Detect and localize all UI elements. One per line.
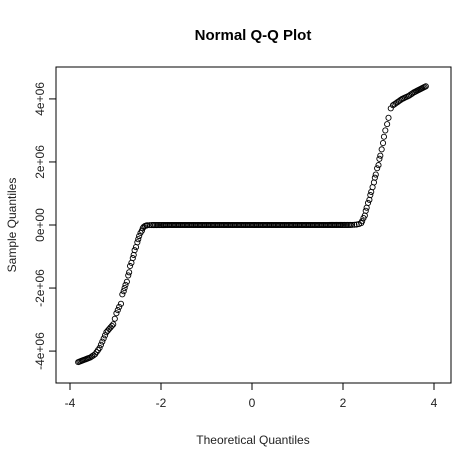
data-point bbox=[405, 92, 413, 99]
y-tick-label: 2e+06 bbox=[33, 145, 47, 179]
data-point bbox=[114, 307, 121, 314]
y-tick-label: 0e+00 bbox=[33, 208, 47, 242]
data-point bbox=[389, 102, 397, 109]
data-point bbox=[380, 133, 388, 140]
data-point bbox=[126, 269, 133, 276]
chart-title: Normal Q-Q Plot bbox=[195, 27, 312, 44]
data-point bbox=[362, 207, 369, 214]
data-point bbox=[127, 262, 134, 270]
data-point bbox=[391, 101, 398, 108]
data-point bbox=[136, 232, 143, 240]
y-tick-label: -2e+06 bbox=[33, 269, 47, 307]
data-point bbox=[407, 91, 414, 98]
data-point bbox=[379, 139, 387, 147]
data-point bbox=[116, 303, 123, 311]
data-point bbox=[111, 315, 118, 322]
data-point bbox=[364, 199, 372, 206]
data-point bbox=[367, 192, 374, 199]
data-point bbox=[119, 291, 126, 298]
data-point bbox=[144, 222, 151, 229]
data-point bbox=[422, 83, 429, 90]
data-point bbox=[96, 344, 103, 351]
data-point bbox=[382, 127, 389, 134]
data-point bbox=[385, 114, 392, 121]
data-point bbox=[123, 278, 130, 285]
data-point bbox=[113, 310, 120, 317]
data-point bbox=[371, 174, 378, 181]
data-point bbox=[393, 100, 400, 107]
data-point bbox=[97, 341, 104, 348]
data-point bbox=[349, 221, 356, 228]
y-tick-label: -4e+06 bbox=[33, 332, 47, 370]
data-point bbox=[121, 284, 128, 292]
data-point bbox=[374, 165, 381, 172]
x-tick-label: -2 bbox=[156, 396, 167, 410]
data-point bbox=[375, 162, 382, 169]
data-point bbox=[372, 171, 379, 178]
x-axis: -4 -2 0 2 4 bbox=[65, 382, 438, 410]
y-tick-label: 4e+06 bbox=[33, 82, 47, 116]
data-point bbox=[134, 239, 141, 246]
data-point bbox=[125, 272, 132, 279]
x-tick-label: -4 bbox=[65, 396, 76, 410]
data-point bbox=[101, 332, 109, 339]
y-axis: -4e+06 -2e+06 0e+00 2e+06 4e+06 bbox=[33, 82, 57, 370]
data-point bbox=[377, 152, 384, 159]
data-point bbox=[108, 322, 115, 329]
data-point bbox=[120, 288, 127, 295]
data-point bbox=[131, 247, 138, 254]
data-point bbox=[384, 121, 391, 128]
x-tick-label: 0 bbox=[249, 396, 256, 410]
data-point bbox=[110, 321, 117, 328]
data-point bbox=[122, 281, 129, 288]
data-point bbox=[394, 99, 401, 106]
data-point bbox=[88, 353, 96, 360]
data-points bbox=[75, 83, 429, 366]
data-point bbox=[87, 354, 94, 361]
y-axis-label: Sample Quantiles bbox=[5, 178, 19, 273]
x-tick-label: 4 bbox=[431, 396, 438, 410]
data-point bbox=[135, 236, 142, 243]
data-point bbox=[376, 155, 383, 162]
data-point bbox=[359, 218, 366, 225]
x-axis-label: Theoretical Quantiles bbox=[196, 433, 309, 447]
data-point bbox=[378, 146, 385, 153]
data-point bbox=[396, 97, 403, 105]
data-point bbox=[351, 221, 358, 228]
x-tick-label: 2 bbox=[340, 396, 347, 410]
data-point bbox=[90, 352, 97, 359]
data-point bbox=[129, 255, 136, 262]
data-point bbox=[100, 335, 107, 342]
data-point bbox=[99, 338, 106, 345]
data-point bbox=[117, 300, 125, 307]
